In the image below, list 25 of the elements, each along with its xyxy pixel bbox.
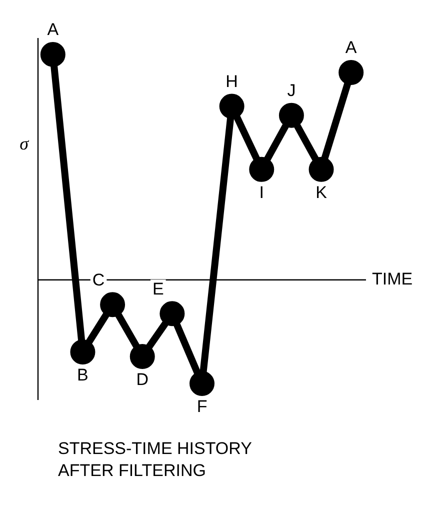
x-tick-label: A (47, 20, 60, 40)
point (100, 292, 126, 318)
point (190, 371, 214, 396)
point (70, 339, 96, 364)
x-tick-label: F (196, 397, 208, 416)
x-axis-title: TIME (372, 270, 413, 289)
point (219, 94, 244, 119)
point (160, 301, 185, 326)
x-tick-label: A (345, 38, 358, 58)
point (130, 344, 155, 369)
x-tick-label: E (152, 279, 164, 298)
x-tick-label: K (316, 183, 328, 202)
x-tick-label: I (259, 183, 264, 202)
y-axis-title: σ (20, 133, 30, 154)
x-tick-label: C (92, 270, 105, 290)
point (249, 156, 274, 182)
point (278, 102, 304, 128)
point (40, 42, 66, 67)
point (338, 60, 364, 85)
x-tick-label: D (136, 370, 149, 390)
text: STRESS-TIME HISTORY AFTER FILTERING (58, 438, 253, 482)
point (308, 156, 334, 182)
x-tick-label: H (226, 72, 238, 91)
x-tick-label: J (287, 81, 296, 100)
x-tick-label: B (77, 366, 88, 385)
